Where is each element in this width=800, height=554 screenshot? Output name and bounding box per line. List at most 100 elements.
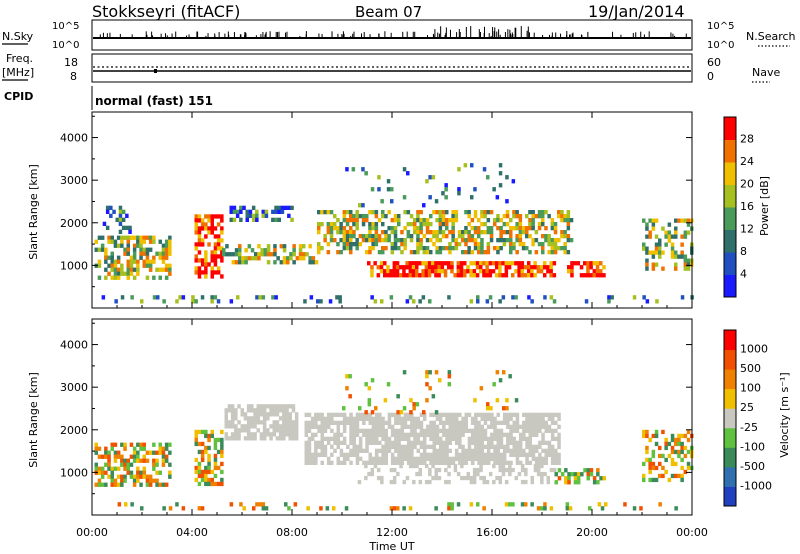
power-cell — [595, 265, 600, 270]
velocity-cell — [207, 477, 211, 483]
power-cell — [504, 269, 509, 274]
velocity-cell — [400, 448, 404, 453]
power-cell — [419, 238, 423, 243]
velocity-cell — [342, 406, 346, 411]
velocity-cell — [262, 432, 267, 437]
power-cell — [142, 251, 146, 256]
velocity-cell — [658, 473, 662, 479]
power-cell — [333, 238, 337, 243]
power-cell — [342, 242, 347, 247]
velocity-cell — [307, 448, 312, 453]
velocity-cell — [490, 424, 494, 429]
velocity-cell — [467, 412, 472, 417]
velocity-heatmap — [94, 370, 694, 511]
velocity-cell — [530, 475, 534, 481]
velocity-cell — [333, 432, 337, 437]
velocity-cell — [683, 445, 688, 451]
power-cell — [345, 246, 350, 251]
power-cell — [445, 210, 449, 215]
power-cell — [527, 269, 531, 274]
power-cell — [475, 273, 480, 278]
power-cell — [100, 247, 105, 252]
power-cell — [115, 217, 119, 222]
velocity-cell — [522, 420, 526, 425]
velocity-cell — [480, 424, 484, 429]
power-cell — [491, 261, 496, 266]
power-cell — [374, 238, 379, 243]
velocity-cell — [458, 460, 462, 465]
power-cell — [355, 242, 359, 247]
power-cell — [255, 217, 259, 222]
power-cell — [148, 235, 153, 240]
power-cell — [547, 242, 551, 247]
velocity-colorbar-tick: 100 — [740, 382, 761, 395]
velocity-cell — [376, 467, 381, 473]
power-cell — [155, 251, 159, 256]
power-cell — [654, 250, 659, 255]
power-cell — [502, 238, 507, 243]
velocity-cell — [432, 456, 436, 461]
power-cell — [569, 238, 574, 243]
velocity-cell — [346, 444, 350, 449]
velocity-cell — [346, 420, 350, 425]
power-cell — [514, 295, 518, 300]
power-cell — [477, 234, 481, 239]
velocity-cell — [426, 428, 430, 433]
power-cell — [104, 267, 108, 272]
power-cell — [416, 242, 420, 247]
power-cell — [234, 248, 239, 253]
velocity-cell — [304, 460, 308, 465]
power-cell — [292, 244, 296, 249]
velocity-cell — [536, 463, 541, 469]
power-cell — [298, 248, 303, 253]
velocity-cell — [384, 432, 388, 437]
velocity-cell — [291, 424, 296, 429]
power-cell — [104, 251, 108, 256]
power-cell — [547, 238, 551, 243]
velocity-cell — [207, 437, 211, 443]
velocity-cell — [448, 428, 452, 433]
power-cell — [220, 254, 224, 259]
power-cell — [467, 246, 471, 251]
power-cell — [415, 269, 419, 274]
power-cell — [543, 273, 547, 278]
velocity-cell — [454, 428, 459, 433]
velocity-cell — [677, 449, 681, 455]
velocity-cell — [435, 456, 440, 461]
power-cell — [566, 210, 571, 215]
velocity-cell — [107, 458, 111, 463]
velocity-cell — [409, 398, 413, 403]
velocity-cell — [336, 436, 340, 441]
velocity-cell — [480, 452, 484, 457]
power-cell — [412, 299, 416, 304]
power-cell — [589, 265, 593, 270]
power-cell — [435, 210, 439, 215]
power-cell — [411, 265, 416, 270]
velocity-cell — [514, 475, 518, 481]
velocity-cell — [546, 475, 550, 481]
velocity-cell — [428, 479, 432, 485]
time-tick-label: 16:00 — [476, 526, 508, 539]
velocity-cell — [448, 424, 452, 429]
power-cell — [371, 226, 375, 231]
velocity-cell — [256, 428, 260, 433]
velocity-cell — [683, 469, 688, 475]
power-cell — [377, 175, 381, 180]
power-cell — [589, 273, 593, 278]
power-cell — [440, 269, 445, 274]
velocity-cell — [304, 428, 308, 433]
velocity-colorbar-tick: -500 — [740, 460, 765, 473]
velocity-cell — [269, 424, 273, 429]
velocity-cell — [365, 448, 369, 453]
velocity-cell — [387, 424, 392, 429]
velocity-cell — [230, 420, 235, 425]
velocity-cell — [136, 470, 140, 475]
power-cell — [374, 242, 379, 247]
power-cell — [531, 238, 535, 243]
velocity-cell — [438, 460, 443, 465]
velocity-cell — [282, 436, 286, 441]
velocity-cell — [461, 452, 465, 457]
velocity-cell — [275, 412, 280, 417]
velocity-cell — [234, 436, 238, 441]
